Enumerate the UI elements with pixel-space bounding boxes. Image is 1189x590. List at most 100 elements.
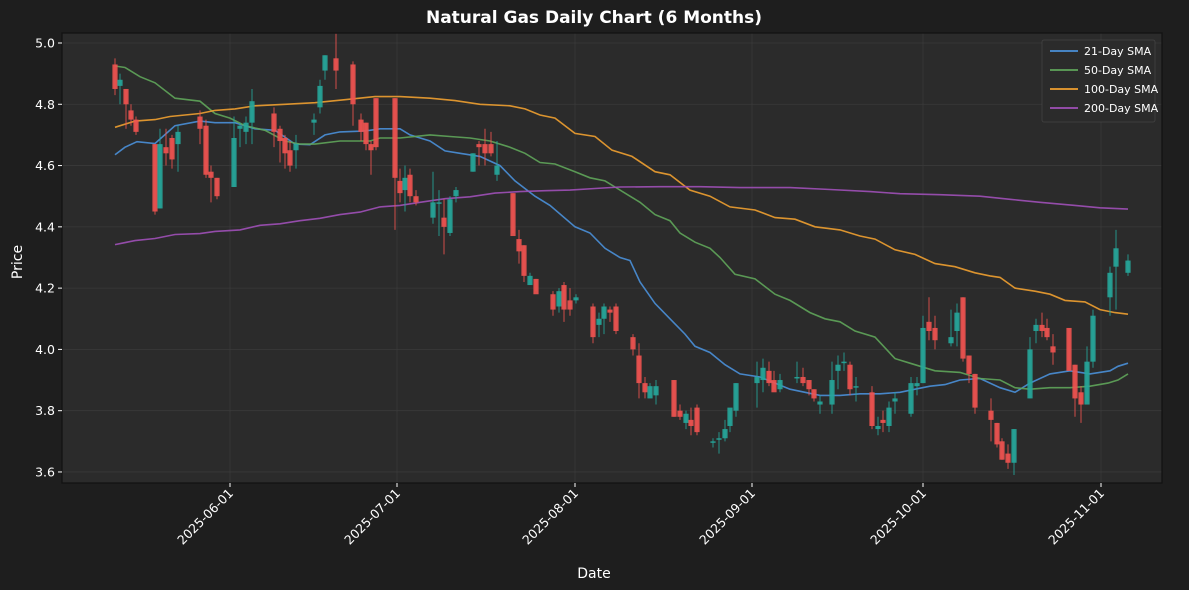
candle-body	[1125, 260, 1131, 273]
candle-body	[754, 376, 760, 384]
candle-body	[613, 306, 619, 332]
sma-line	[114, 120, 1129, 397]
candle-body	[636, 355, 642, 384]
candle-body	[208, 171, 214, 178]
candle-body	[1090, 315, 1096, 362]
candle-body	[556, 291, 562, 307]
candle-body	[886, 407, 892, 426]
legend-label: 100-Day SMA	[1084, 83, 1159, 96]
y-tick-label: 4.2	[35, 281, 55, 296]
candle-body	[441, 217, 447, 227]
candle-body	[671, 380, 677, 417]
candle-body	[694, 407, 700, 433]
candle-body	[932, 327, 938, 341]
candle-body	[550, 294, 556, 310]
candle-body	[710, 441, 716, 443]
candle-body	[960, 297, 966, 359]
candle-body	[470, 153, 476, 172]
candle-body	[163, 147, 169, 154]
candle-body	[607, 309, 613, 313]
candle-body	[1027, 349, 1033, 399]
candle-body	[243, 122, 249, 132]
candle-body	[875, 426, 881, 430]
candle-body	[760, 367, 766, 381]
candle-body	[596, 318, 602, 325]
plot-area	[62, 33, 1162, 483]
candle-body	[482, 144, 488, 154]
candle-body	[892, 398, 898, 402]
candle-body	[112, 64, 118, 89]
candle-body	[237, 125, 243, 129]
candle-body	[282, 137, 288, 154]
candle-body	[373, 98, 379, 148]
y-tick-label: 4.6	[35, 158, 55, 173]
candle-body	[1078, 392, 1084, 405]
candle-body	[203, 125, 209, 175]
candle-body	[436, 202, 442, 204]
candle-body	[271, 113, 277, 132]
candle-body	[647, 386, 653, 399]
candle-body	[128, 110, 134, 120]
candle-body	[733, 383, 739, 411]
y-tick-label: 5.0	[35, 36, 55, 51]
candle-body	[1033, 324, 1039, 332]
candle-body	[829, 380, 835, 405]
candle-body	[853, 386, 859, 388]
candle-body	[999, 441, 1005, 460]
candle-body	[287, 150, 293, 166]
candle-body	[727, 407, 733, 426]
candle-body	[653, 386, 659, 396]
candle-body	[811, 389, 817, 399]
candle-body	[494, 165, 500, 175]
candle-body	[806, 380, 812, 390]
candle-body	[231, 137, 237, 188]
candle-body	[363, 122, 369, 145]
candle-body	[157, 144, 163, 209]
candle-body	[488, 144, 494, 154]
candle-body	[630, 337, 636, 350]
candle-body	[249, 101, 255, 123]
candle-body	[642, 383, 648, 393]
candle-body	[771, 380, 777, 393]
y-tick-label: 4.0	[35, 342, 55, 357]
legend: 21-Day SMA 50-Day SMA 100-Day SMA 200-Day S…	[1041, 39, 1159, 123]
candle-body	[333, 58, 339, 71]
candle-body	[683, 413, 689, 423]
candle-body	[293, 144, 299, 151]
candle-body	[908, 383, 914, 414]
candle-body	[1050, 346, 1056, 353]
candle-body	[573, 297, 579, 301]
candle-body	[1066, 327, 1072, 371]
plot-frame	[61, 32, 1163, 484]
legend-label: 200-Day SMA	[1084, 102, 1159, 115]
candle-body	[214, 177, 220, 197]
candle-body	[869, 392, 875, 426]
candle-body	[1084, 361, 1090, 405]
candle-body	[368, 144, 374, 151]
candle-body	[447, 199, 453, 233]
candle-body	[590, 306, 596, 338]
candle-body	[1039, 324, 1045, 332]
candle-body	[601, 306, 607, 319]
candle-body	[392, 98, 398, 178]
y-tick-label: 3.6	[35, 464, 55, 479]
candle-body	[880, 419, 886, 423]
candle-body	[966, 355, 972, 374]
candle-body	[847, 364, 853, 390]
legend-box	[1041, 39, 1156, 123]
candle-body	[972, 373, 978, 408]
y-axis-label: Price	[10, 245, 26, 279]
candle-body	[533, 278, 539, 295]
candle-body	[794, 376, 800, 379]
candle-body	[920, 327, 926, 384]
candle-body	[175, 131, 181, 145]
candle-body	[567, 300, 573, 310]
candle-body	[716, 438, 722, 440]
candle-body	[841, 361, 847, 364]
candle-body	[311, 119, 317, 123]
candle-body	[430, 202, 436, 218]
candle-body	[133, 119, 139, 132]
candle-body	[954, 312, 960, 332]
y-axis: 3.6 3.8 4.0 4.2 4.4 4.6 4.8 5.0	[35, 36, 62, 479]
